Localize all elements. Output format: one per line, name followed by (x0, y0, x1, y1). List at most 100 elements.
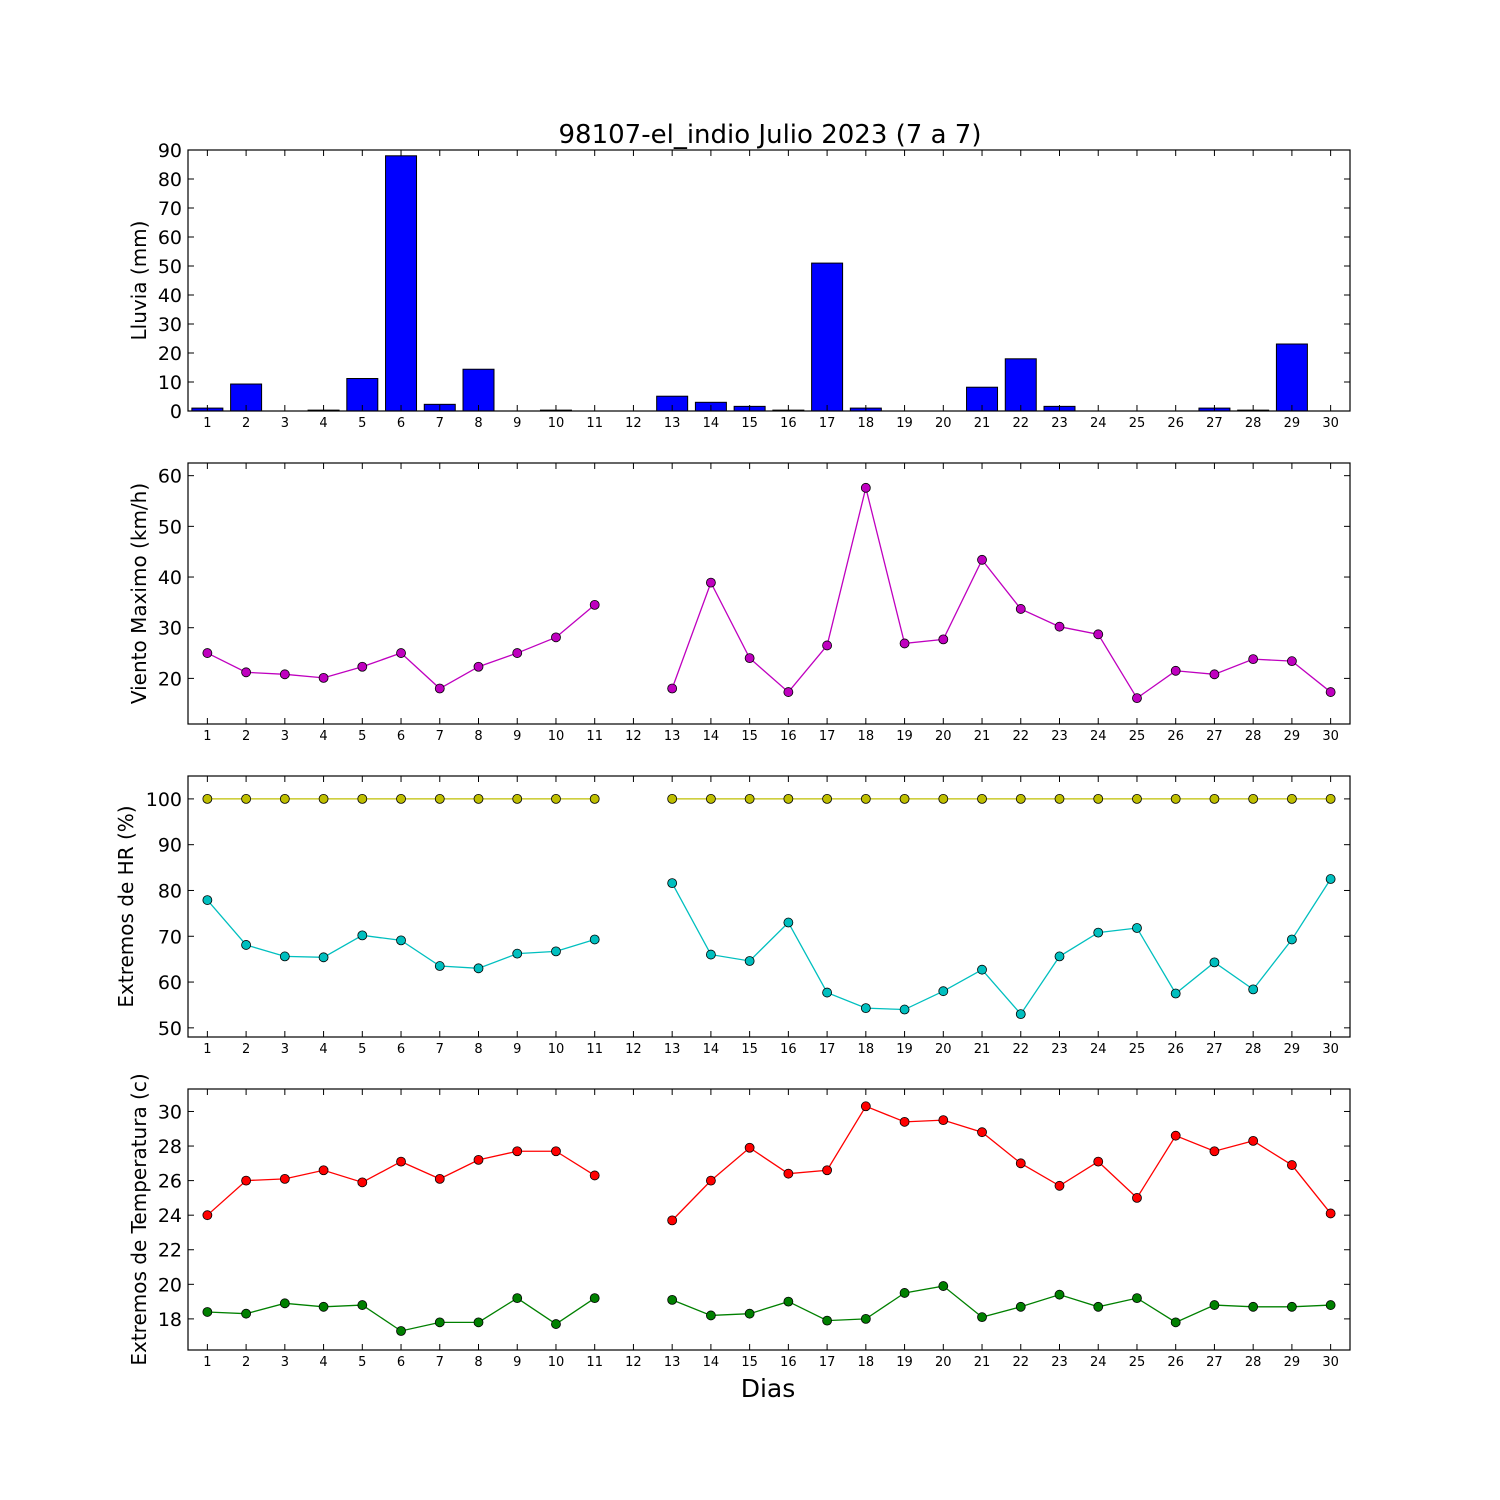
x-tick-label: 8 (474, 416, 482, 431)
series-2-line (206, 899, 595, 969)
series-1-point-day-1 (202, 1210, 213, 1221)
y-tick-label: 90 (158, 835, 182, 857)
series-2-point-day-29 (1287, 1301, 1297, 1312)
y-tick-label: 20 (158, 343, 182, 365)
x-tick-label: 3 (281, 729, 289, 744)
x-tick-label: 3 (281, 416, 289, 431)
series-1-point-day-13 (667, 1215, 678, 1226)
y-tick-label: 22 (158, 1240, 182, 1262)
x-tick-label: 21 (974, 1355, 991, 1370)
series-1-point-day-9 (512, 1146, 523, 1157)
x-tick-label: 6 (397, 1355, 405, 1370)
x-tick-label: 26 (1167, 416, 1184, 431)
x-tick-label: 18 (858, 1355, 875, 1370)
x-tick-label: 18 (858, 729, 875, 744)
series-2-point-day-6 (396, 935, 406, 946)
bar-day-22 (1004, 358, 1037, 412)
x-tick-label: 23 (1051, 729, 1068, 744)
series-1-point-day-20 (938, 1115, 949, 1126)
series-2-point-day-19 (899, 1004, 910, 1015)
series-1-line (671, 487, 1332, 700)
plot-frame (187, 1088, 1351, 1351)
plot-frame (187, 149, 1351, 412)
x-tick-label: 20 (935, 729, 952, 744)
x-tick-label: 29 (1284, 1042, 1301, 1057)
series-1-point-day-15 (744, 653, 755, 664)
series-1-line (207, 604, 596, 690)
series-1-point-day-24 (1093, 629, 1104, 640)
series-2-point-day-17 (822, 1315, 832, 1326)
series-1-point-day-21 (977, 793, 987, 804)
series-1-point-day-13 (667, 793, 678, 804)
x-tick-label: 28 (1245, 1042, 1262, 1057)
series-1-point-day-23 (1054, 621, 1065, 632)
series-1-point-day-13 (667, 683, 678, 694)
series-2-point-day-4 (318, 952, 329, 963)
series-1-point-day-29 (1287, 1160, 1297, 1170)
series-2-point-day-10 (551, 946, 561, 957)
x-tick-label: 3 (281, 1042, 289, 1057)
y-tick-label: 50 (158, 1018, 182, 1040)
series-2-point-day-13 (667, 878, 678, 889)
series-1-point-day-30 (1325, 1208, 1336, 1219)
x-tick-label: 5 (358, 729, 366, 744)
series-1-point-day-10 (551, 793, 561, 804)
x-tick-label: 17 (819, 1042, 836, 1057)
x-tick-label: 20 (935, 416, 952, 431)
series-2-line (671, 878, 1332, 1016)
series-1-point-day-25 (1132, 1192, 1142, 1203)
x-tick-label: 10 (548, 1355, 565, 1370)
series-2-point-day-25 (1132, 923, 1142, 933)
series-2-point-day-26 (1170, 988, 1181, 999)
series-1-point-day-23 (1054, 793, 1065, 804)
y-tick-label: 26 (158, 1171, 182, 1193)
series-2-point-day-27 (1209, 1300, 1220, 1310)
series-2-point-day-3 (279, 951, 290, 962)
x-tick-label: 12 (625, 1355, 642, 1370)
x-tick-label: 23 (1051, 416, 1068, 431)
series-1-point-day-19 (899, 793, 910, 804)
x-tick-label: 26 (1167, 1042, 1184, 1057)
series-1-point-day-4 (318, 672, 329, 683)
x-tick-label: 20 (935, 1042, 952, 1057)
series-2-point-day-22 (1015, 1301, 1026, 1312)
x-tick-label: 5 (358, 1355, 366, 1370)
x-tick-label: 17 (819, 416, 836, 431)
x-tick-label: 11 (586, 1355, 603, 1370)
x-tick-label: 15 (741, 1355, 758, 1370)
series-1-point-day-5 (357, 793, 368, 804)
series-2-point-day-7 (434, 1317, 445, 1328)
series-2-point-day-15 (744, 1308, 755, 1319)
x-tick-label: 19 (896, 1355, 913, 1370)
x-tick-label: 29 (1284, 416, 1301, 431)
x-tick-label: 11 (586, 1042, 603, 1057)
x-tick-label: 27 (1206, 1355, 1223, 1370)
series-1-point-day-8 (473, 661, 484, 672)
series-2-point-day-5 (357, 1300, 368, 1310)
x-tick-label: 26 (1167, 1355, 1184, 1370)
series-2-point-day-5 (357, 930, 368, 941)
series-1-point-day-18 (860, 482, 871, 493)
y-axis-label: Lluvia (mm) (127, 221, 151, 341)
series-1-point-day-20 (938, 793, 949, 804)
series-1-point-day-25 (1132, 693, 1142, 704)
x-tick-label: 22 (1012, 1355, 1029, 1370)
series-1-point-day-20 (938, 634, 949, 645)
y-tick-label: 40 (158, 285, 182, 307)
series-2-point-day-2 (241, 1308, 252, 1319)
series-1-point-day-18 (860, 793, 871, 804)
x-tick-label: 20 (935, 1355, 952, 1370)
series-1-point-day-7 (434, 683, 445, 694)
x-tick-label: 5 (358, 1042, 366, 1057)
series-1-point-day-22 (1015, 793, 1026, 804)
x-tick-label: 26 (1167, 729, 1184, 744)
series-2-point-day-19 (899, 1288, 910, 1298)
y-tick-label: 0 (170, 401, 182, 423)
series-1-point-day-7 (434, 1173, 445, 1184)
x-tick-label: 15 (741, 729, 758, 744)
y-tick-label: 100 (146, 789, 182, 811)
